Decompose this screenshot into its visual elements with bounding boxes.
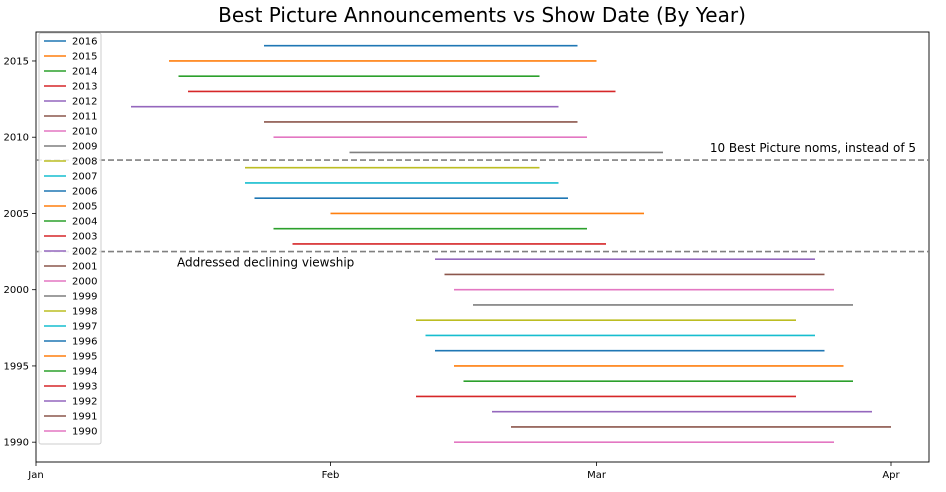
y-tick-label: 1990 <box>4 438 29 449</box>
legend-label: 1992 <box>72 397 97 408</box>
legend-label: 2008 <box>72 157 97 168</box>
x-tick-label: Mar <box>587 470 607 481</box>
y-tick-label: 2015 <box>4 56 29 67</box>
x-tick-label: Feb <box>322 470 340 481</box>
legend-label: 2012 <box>72 97 97 108</box>
annotation-label: Addressed declining viewship <box>177 256 354 270</box>
legend-label: 2016 <box>72 37 97 48</box>
legend-label: 2005 <box>72 202 97 213</box>
legend-label: 2014 <box>72 67 97 78</box>
legend-label: 2001 <box>72 262 97 273</box>
legend-label: 1991 <box>72 412 97 423</box>
legend-label: 2006 <box>72 187 97 198</box>
legend-label: 2013 <box>72 82 97 93</box>
y-tick-label: 1995 <box>4 361 29 372</box>
legend-label: 1994 <box>72 367 97 378</box>
y-tick-label: 2010 <box>4 133 29 144</box>
legend-label: 1998 <box>72 307 97 318</box>
chart-title: Best Picture Announcements vs Show Date … <box>218 3 746 27</box>
legend: 2016 2015 2014 2013 2012 2011 2010 2009 2008 2007… <box>38 32 102 445</box>
x-tick-label: Apr <box>882 470 900 481</box>
legend-label: 1990 <box>72 427 97 438</box>
legend-label: 2010 <box>72 127 97 138</box>
y-tick-label: 2005 <box>4 209 29 220</box>
legend-label: 1993 <box>72 382 97 393</box>
legend-label: 2009 <box>72 142 97 153</box>
legend-label: 2004 <box>72 217 97 228</box>
legend-label: 1997 <box>72 322 97 333</box>
legend-label: 1999 <box>72 292 97 303</box>
legend-label: 1995 <box>72 352 97 363</box>
legend-label: 2015 <box>72 52 97 63</box>
legend-label: 2000 <box>72 277 97 288</box>
annotation-label: 10 Best Picture noms, instead of 5 <box>710 141 916 155</box>
legend-label: 2003 <box>72 232 97 243</box>
x-tick-label: Jan <box>27 470 43 481</box>
plot-area: Jan Feb Mar Apr 1990 1995 2000 2005 2010 2015 10 B… <box>4 31 930 481</box>
legend-label: 2002 <box>72 247 97 258</box>
plot-frame <box>35 31 930 463</box>
legend-label: 1996 <box>72 337 97 348</box>
legend-label: 2007 <box>72 172 97 183</box>
y-tick-label: 2000 <box>4 285 29 296</box>
legend-label: 2011 <box>72 112 97 123</box>
